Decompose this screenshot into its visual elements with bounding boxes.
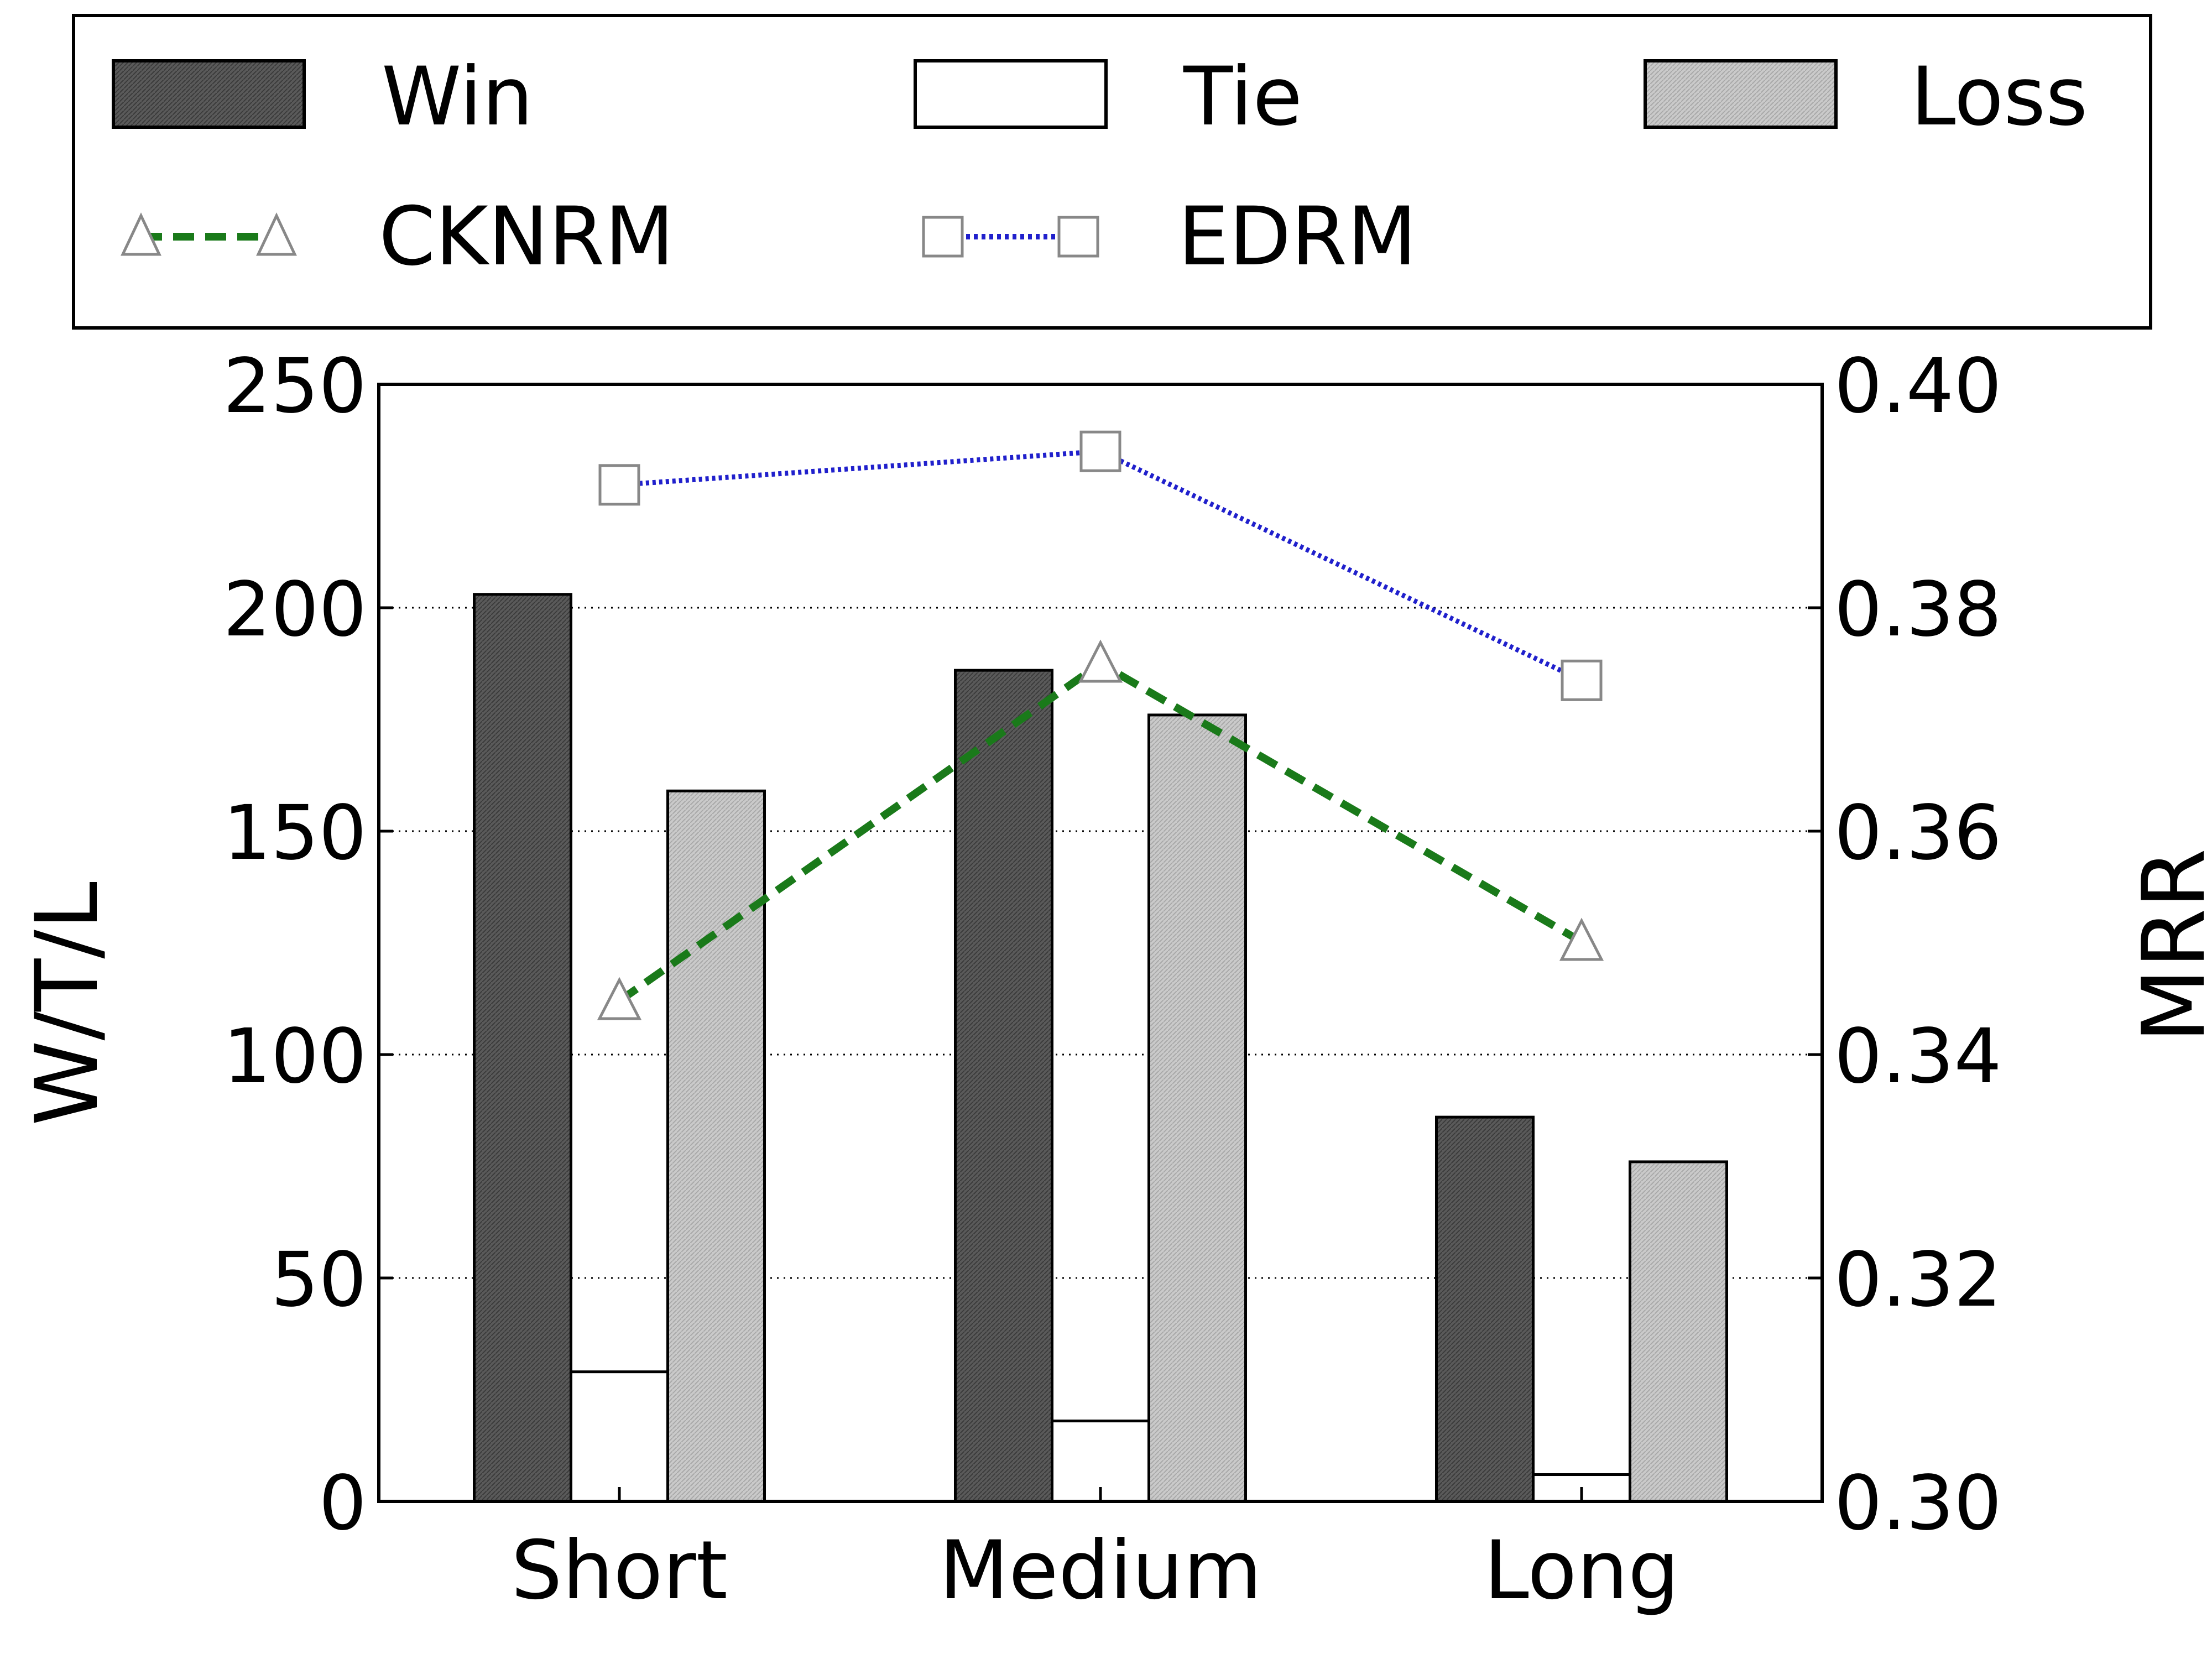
bar-tie: [570, 1370, 669, 1503]
bar-win: [1435, 1115, 1535, 1503]
x-tick-label: Long: [1484, 1524, 1679, 1618]
point-cknrm: [1078, 639, 1123, 683]
grid-lines: [379, 607, 1822, 1279]
legend-label-cknrm: CKNRM: [379, 190, 674, 284]
point-cknrm: [597, 977, 642, 1020]
x-tick-label: Short: [511, 1524, 728, 1618]
legend-marker-edrm-left: [922, 216, 964, 258]
legend-label-win: Win: [382, 50, 533, 144]
bar-win: [954, 669, 1053, 1503]
point-edrm: [1079, 430, 1121, 472]
y2-axis-title: MRR: [2124, 848, 2212, 1042]
y-tick-label: 50: [271, 1237, 367, 1324]
y2-tick-label: 0.30: [1834, 1460, 2002, 1547]
y-tick-label: 0: [319, 1460, 367, 1547]
legend-marker-cknrm-right: [256, 212, 297, 256]
point-cknrm: [1559, 917, 1604, 961]
y2-tick-label: 0.40: [1834, 343, 2002, 430]
legend-label-loss: Loss: [1911, 50, 2088, 144]
legend-label-tie: Tie: [1183, 50, 1302, 144]
bar-loss: [1629, 1160, 1728, 1503]
y-tick-label: 150: [223, 790, 367, 877]
bar-win: [473, 593, 572, 1503]
mrr-lines: [597, 430, 1604, 1020]
bars: [473, 593, 1728, 1503]
y-tick-label: 100: [223, 1013, 367, 1100]
bar-loss: [1147, 713, 1247, 1503]
legend-swatch-tie: [914, 59, 1108, 129]
legend-label-edrm: EDRM: [1178, 190, 1417, 284]
point-edrm: [1561, 659, 1603, 701]
y-tick-label: 250: [223, 343, 367, 430]
legend-marker-cknrm-left: [121, 212, 161, 256]
y2-tick-label: 0.36: [1834, 790, 2002, 877]
legend: Win Tie Loss CKNRM EDRM: [72, 14, 2152, 330]
y2-tick-label: 0.32: [1834, 1237, 2002, 1324]
y2-tick-label: 0.34: [1834, 1013, 2002, 1100]
legend-swatch-loss: [1644, 59, 1838, 129]
y-axis-title: W/T/L: [17, 881, 117, 1126]
legend-swatch-win: [112, 59, 306, 129]
legend-marker-edrm-right: [1057, 216, 1099, 258]
bar-loss: [666, 789, 766, 1503]
ticks: [379, 383, 1822, 1503]
line-edrm: [619, 448, 1583, 683]
y-tick-label: 200: [223, 566, 367, 654]
tick-labels: 0 50 100 150 200 250 0.30 0.32 0.34 0.36 0.38 0.40 S…: [223, 343, 2001, 1618]
plot-frame: [377, 383, 1824, 1503]
point-edrm: [598, 464, 640, 506]
x-tick-label: Medium: [939, 1524, 1262, 1618]
y2-tick-label: 0.38: [1834, 566, 2002, 654]
